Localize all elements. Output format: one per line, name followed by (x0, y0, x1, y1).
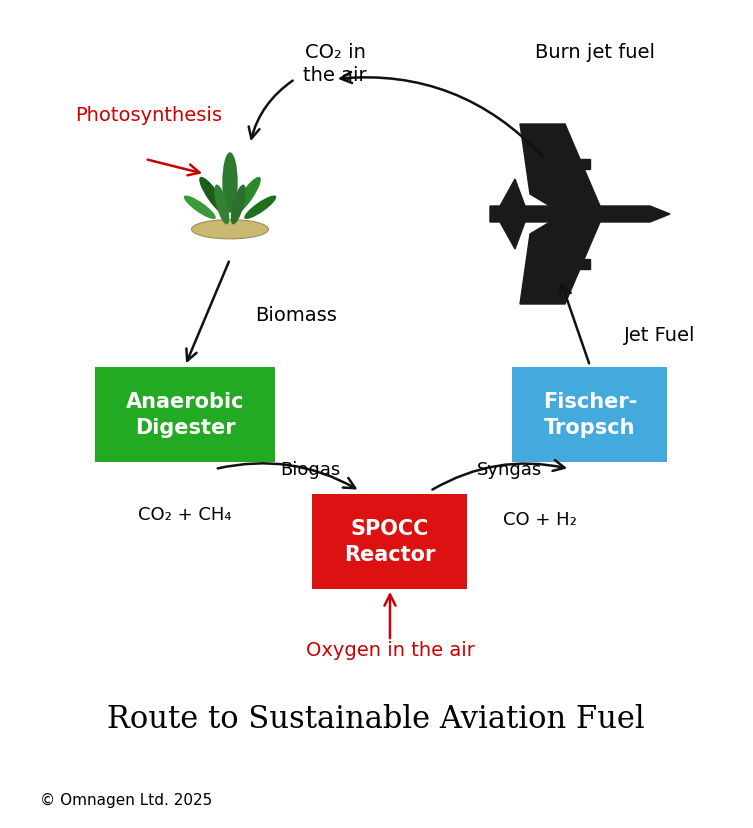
FancyBboxPatch shape (312, 494, 468, 589)
Polygon shape (520, 125, 600, 207)
Ellipse shape (244, 196, 276, 219)
Polygon shape (500, 180, 525, 207)
FancyBboxPatch shape (513, 367, 667, 462)
Text: SPOCC
Reactor: SPOCC Reactor (344, 518, 436, 565)
Text: Photosynthesis: Photosynthesis (75, 105, 222, 124)
Text: Route to Sustainable Aviation Fuel: Route to Sustainable Aviation Fuel (107, 704, 645, 734)
Text: Syngas: Syngas (477, 460, 543, 479)
Text: the air: the air (303, 65, 367, 84)
Ellipse shape (200, 177, 228, 216)
Text: Anaerobic
Digester: Anaerobic Digester (126, 392, 244, 438)
Text: Biogas: Biogas (280, 460, 340, 479)
Text: © Omnagen Ltd. 2025: © Omnagen Ltd. 2025 (40, 792, 212, 806)
Text: Jet Fuel: Jet Fuel (624, 325, 696, 344)
Polygon shape (560, 160, 590, 170)
Text: CO + H₂: CO + H₂ (503, 510, 577, 528)
Ellipse shape (214, 185, 229, 225)
Polygon shape (490, 207, 670, 223)
Polygon shape (520, 223, 600, 305)
Ellipse shape (230, 185, 245, 225)
Polygon shape (500, 223, 525, 250)
Text: Biomass: Biomass (255, 306, 337, 324)
FancyBboxPatch shape (95, 367, 275, 462)
Ellipse shape (184, 196, 216, 219)
Text: Burn jet fuel: Burn jet fuel (535, 42, 655, 61)
Ellipse shape (232, 177, 261, 216)
Ellipse shape (222, 153, 238, 214)
Polygon shape (560, 260, 590, 270)
Text: Oxygen in the air: Oxygen in the air (306, 640, 474, 659)
Text: CO₂ + CH₄: CO₂ + CH₄ (139, 505, 232, 523)
Ellipse shape (191, 220, 269, 239)
Text: Fischer-
Tropsch: Fischer- Tropsch (543, 392, 637, 438)
Text: CO₂ in: CO₂ in (304, 42, 365, 61)
